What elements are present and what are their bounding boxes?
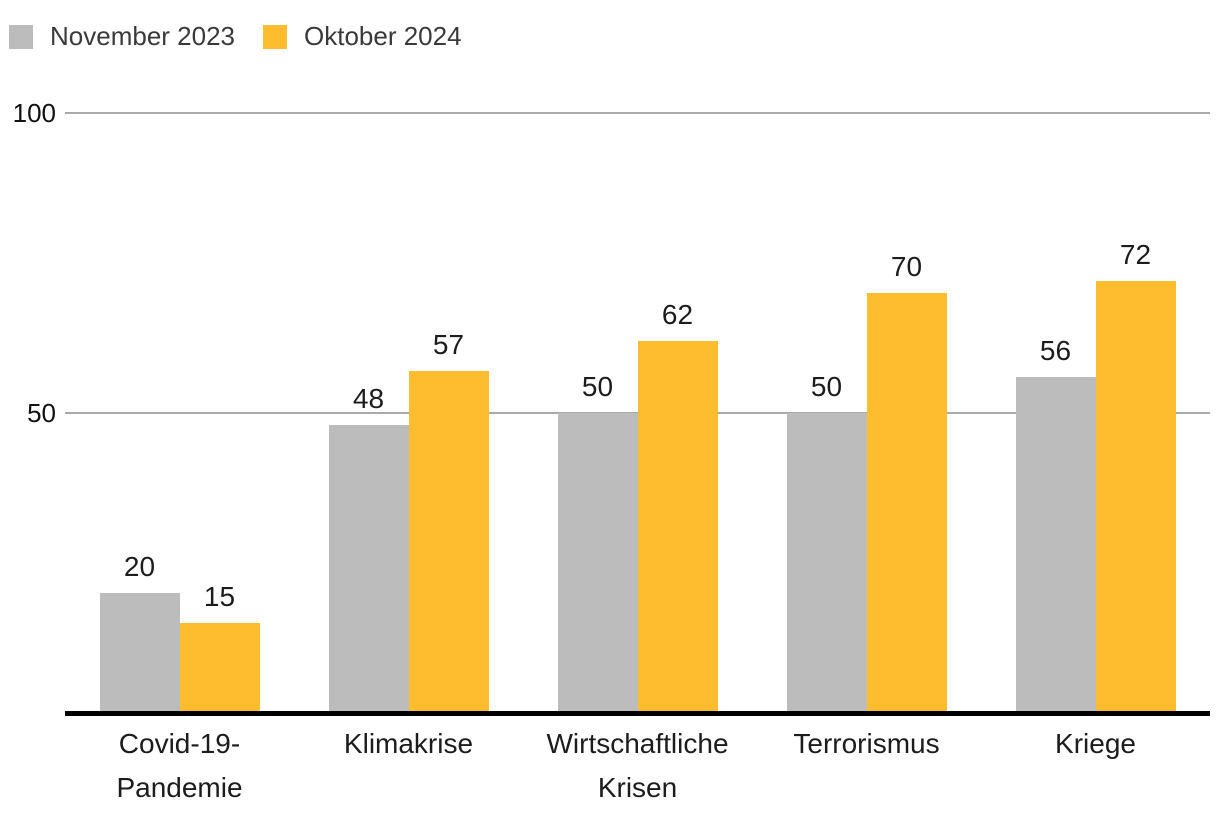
value-label-oktober-2024-covid-19-pandemie: 15 — [203, 581, 236, 612]
bar-oktober-2024-covid-19-pandemie — [179, 623, 260, 713]
legend-label-november-2023: November 2023 — [50, 21, 235, 51]
value-label-november-2023-klimakrise: 48 — [352, 383, 385, 414]
category-label-wirtschaftliche-krisen: Wirtschaftliche Krisen — [546, 728, 729, 803]
value-label-oktober-2024-klimakrise: 57 — [432, 329, 465, 360]
bar-november-2023-covid-19-pandemie — [99, 593, 180, 713]
chart-legend: November 2023 Oktober 2024 — [9, 21, 462, 52]
legend-item-oktober-2024: Oktober 2024 — [263, 21, 462, 52]
bar-november-2023-klimakrise — [328, 425, 409, 713]
value-label-oktober-2024-kriege: 72 — [1119, 239, 1152, 270]
category-label-covid-19-pandemie: Covid-19- Pandemie — [116, 728, 243, 803]
legend-swatch-oktober-2024-icon — [263, 24, 287, 49]
bar-november-2023-kriege — [1015, 377, 1096, 713]
y-tick-label-50: 50 — [27, 398, 56, 428]
bar-oktober-2024-terrorismus — [866, 293, 947, 713]
category-label-klimakrise: Klimakrise — [343, 728, 474, 759]
bar-november-2023-wirtschaftliche-krisen — [557, 413, 638, 713]
bar-oktober-2024-wirtschaftliche-krisen — [637, 341, 718, 713]
gridline-100 — [65, 112, 1210, 114]
bar-oktober-2024-kriege — [1095, 281, 1176, 713]
y-tick-label-100: 100 — [12, 98, 56, 128]
value-label-november-2023-covid-19-pandemie: 20 — [123, 551, 156, 582]
x-axis-line — [65, 711, 1210, 716]
category-label-terrorismus: Terrorismus — [793, 728, 940, 759]
legend-label-oktober-2024: Oktober 2024 — [304, 21, 462, 51]
legend-item-november-2023: November 2023 — [9, 21, 235, 52]
value-label-oktober-2024-terrorismus: 70 — [890, 251, 923, 282]
value-label-november-2023-kriege: 56 — [1039, 335, 1072, 366]
legend-swatch-november-2023-icon — [9, 24, 33, 49]
value-label-november-2023-terrorismus: 50 — [810, 371, 843, 402]
value-label-oktober-2024-wirtschaftliche-krisen: 62 — [661, 299, 694, 330]
value-label-november-2023-wirtschaftliche-krisen: 50 — [581, 371, 614, 402]
bar-november-2023-terrorismus — [786, 413, 867, 713]
bar-oktober-2024-klimakrise — [408, 371, 489, 713]
category-label-kriege: Kriege — [1055, 728, 1136, 759]
